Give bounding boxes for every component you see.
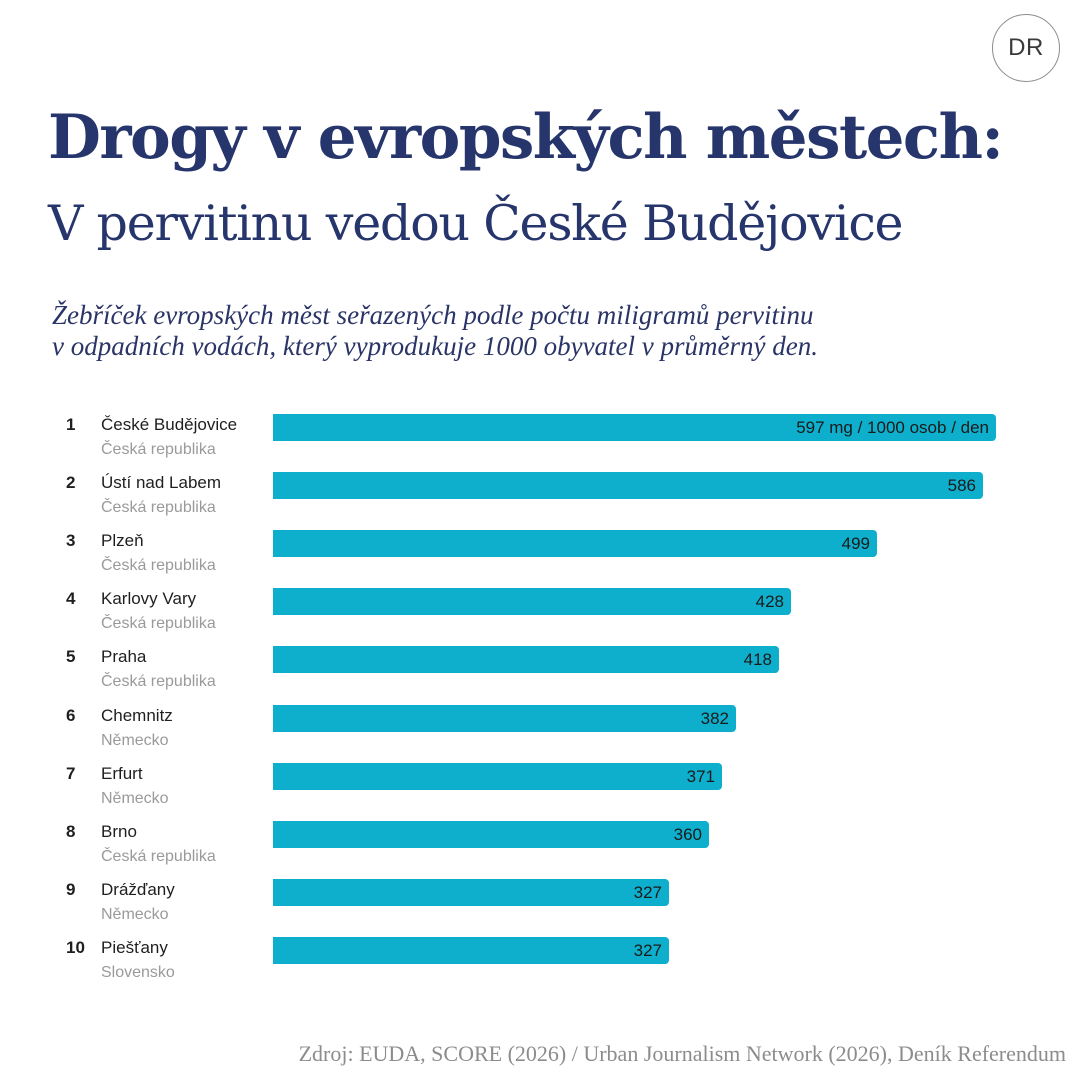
chart-description: Žebříček evropských měst seřazených podl…: [52, 300, 1052, 362]
bar: 327: [273, 936, 669, 964]
page-title: Drogy v evropských městech:: [48, 102, 1004, 173]
bar: 418: [273, 646, 779, 674]
bar-value-label: 382: [700, 708, 729, 728]
bar: 499: [273, 530, 877, 558]
row-city: Brno: [101, 821, 137, 841]
bar-value-label: 499: [841, 534, 870, 554]
row-rank: 10: [66, 937, 85, 957]
row-rank: 6: [66, 705, 76, 725]
bar: 586: [273, 472, 983, 500]
bar-value-label: 327: [633, 940, 662, 960]
row-city: Chemnitz: [101, 705, 173, 725]
page-subtitle: V pervitinu vedou České Budějovice: [48, 195, 904, 252]
bar-value-label: 586: [947, 476, 976, 496]
bar-value-label: 418: [743, 650, 772, 670]
row-city: Praha: [101, 647, 147, 667]
row-city: Karlovy Vary: [101, 589, 197, 609]
description-line-1: Žebříček evropských měst seřazených podl…: [52, 300, 814, 330]
row-country: Česká republika: [101, 615, 216, 633]
row-country: Česká republika: [101, 673, 216, 691]
bar-value-label: 371: [686, 766, 715, 786]
row-country: Německo: [101, 789, 169, 807]
row-city: Plzeň: [101, 531, 144, 551]
row-rank: 3: [66, 531, 76, 551]
row-rank: 7: [66, 763, 76, 783]
bar-value-label: 360: [673, 824, 702, 844]
row-country: Slovensko: [101, 963, 175, 981]
row-city: Drážďany: [101, 879, 175, 899]
row-rank: 5: [66, 647, 76, 667]
row-city: České Budějovice: [101, 415, 238, 434]
row-country: Německo: [101, 731, 169, 749]
row-country: Česká republika: [101, 847, 216, 865]
bar: 327: [273, 878, 669, 906]
bar-value-label: 327: [633, 882, 662, 902]
bar: 371: [273, 762, 722, 790]
row-city: Erfurt: [101, 763, 143, 783]
row-country: Česká republika: [101, 557, 216, 575]
row-rank: 4: [66, 589, 76, 609]
brand-logo: DR: [992, 14, 1060, 82]
row-rank: 2: [66, 473, 76, 493]
bar-value-label: 597 mg / 1000 osob / den: [796, 418, 989, 437]
bar-value-label: 428: [755, 592, 784, 612]
row-rank: 1: [66, 415, 76, 434]
source-note: Zdroj: EUDA, SCORE (2026) / Urban Journa…: [298, 1041, 1066, 1066]
row-rank: 9: [66, 879, 76, 899]
bar: 428: [273, 588, 791, 616]
bar: 360: [273, 820, 709, 848]
description-line-2: v odpadních vodách, který vyprodukuje 10…: [52, 331, 818, 361]
row-rank: 8: [66, 821, 76, 841]
row-country: Česká republika: [101, 441, 216, 458]
row-country: Německo: [101, 905, 169, 923]
row-city: Piešťany: [101, 937, 168, 957]
row-country: Česká republika: [101, 499, 216, 517]
bar: 597 mg / 1000 osob / den: [273, 414, 996, 441]
bar: 382: [273, 704, 736, 732]
row-city: Ústí nad Labem: [101, 473, 222, 493]
